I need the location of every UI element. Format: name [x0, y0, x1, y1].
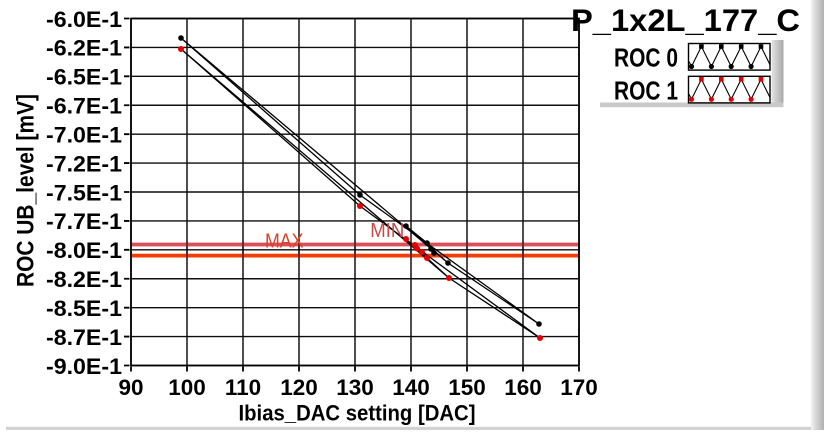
svg-text:-7.5E-1: -7.5E-1 [46, 180, 122, 205]
svg-text:-8.7E-1: -8.7E-1 [46, 325, 122, 350]
svg-text:-9.0E-1: -9.0E-1 [46, 354, 122, 379]
svg-text:-8.2E-1: -8.2E-1 [46, 267, 122, 292]
svg-text:-6.2E-1: -6.2E-1 [46, 36, 122, 61]
svg-text:ROC 0: ROC 0 [614, 45, 678, 73]
svg-text:130: 130 [336, 375, 374, 400]
svg-text:120: 120 [280, 375, 318, 400]
svg-text:ROC 1: ROC 1 [614, 78, 678, 106]
svg-text:MAX: MAX [265, 231, 304, 253]
svg-text:140: 140 [392, 375, 430, 400]
svg-text:110: 110 [225, 375, 261, 400]
svg-text:ROC UB_level [mV]: ROC UB_level [mV] [13, 94, 40, 287]
svg-text:150: 150 [448, 375, 486, 400]
svg-text:-7.2E-1: -7.2E-1 [46, 151, 122, 176]
svg-text:-6.0E-1: -6.0E-1 [46, 7, 122, 32]
svg-text:-7.0E-1: -7.0E-1 [46, 122, 122, 147]
svg-text:170: 170 [560, 375, 598, 400]
svg-text:-6.7E-1: -6.7E-1 [46, 94, 122, 119]
svg-text:-7.7E-1: -7.7E-1 [46, 209, 122, 234]
svg-text:Ibias_DAC setting [DAC]: Ibias_DAC setting [DAC] [239, 401, 476, 426]
svg-text:-6.5E-1: -6.5E-1 [46, 65, 122, 90]
svg-text:100: 100 [168, 375, 206, 400]
svg-text:-8.5E-1: -8.5E-1 [46, 296, 122, 321]
svg-text:160: 160 [504, 375, 542, 400]
svg-text:90: 90 [118, 375, 143, 400]
svg-text:-8.0E-1: -8.0E-1 [46, 238, 122, 263]
svg-text:MIN: MIN [370, 220, 404, 242]
svg-text:P_1x2L_177_C: P_1x2L_177_C [571, 2, 800, 38]
